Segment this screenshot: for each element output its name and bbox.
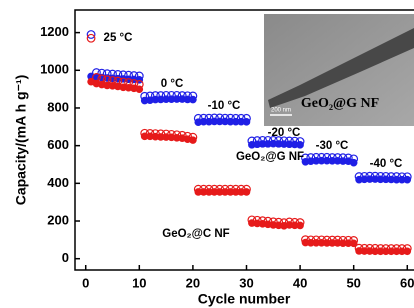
x-tick-label: 60	[400, 275, 414, 290]
chart: 200 nm GeO₂@G NF Capacity/(mA h g⁻¹) Cyc…	[0, 0, 414, 308]
point	[403, 176, 411, 184]
y-tick-label: 0	[62, 250, 69, 265]
point	[403, 247, 411, 255]
x-tick-label: 10	[132, 275, 146, 290]
annotation: -10 °C	[208, 100, 241, 112]
annotation: GeO₂@G NF	[236, 151, 304, 163]
annotation: -40 °C	[370, 158, 403, 170]
x-tick-label: 50	[346, 275, 360, 290]
x-tick-label: 20	[186, 275, 200, 290]
inset: 200 nm GeO₂@G NF	[264, 14, 414, 126]
x-axis-label: Cycle number	[198, 291, 291, 307]
y-tick-label: 400	[47, 175, 69, 190]
annotation: GeO₂@C NF	[162, 228, 229, 240]
point	[243, 188, 251, 196]
y-tick-label: 600	[47, 137, 69, 152]
point	[189, 96, 197, 104]
y-tick-label: 1200	[40, 24, 69, 39]
x-tick-label: 0	[82, 275, 89, 290]
point	[243, 118, 251, 126]
inset-caption: GeO₂@G NF	[301, 96, 379, 111]
annotation: 0 °C	[161, 78, 184, 90]
point	[350, 159, 358, 167]
annotation: -30 °C	[316, 140, 349, 152]
point	[296, 141, 304, 149]
point	[296, 222, 304, 230]
y-axis-label: Capacity/(mA h g⁻¹)	[13, 75, 29, 206]
point	[136, 85, 144, 93]
point	[350, 240, 358, 248]
scale-bar-label: 200 nm	[271, 108, 291, 114]
annotation: 25 °C	[104, 32, 133, 44]
y-tick-label: 1000	[40, 62, 69, 77]
x-tick-label: 40	[293, 275, 307, 290]
y-tick-label: 800	[47, 99, 69, 114]
x-tick-label: 30	[239, 275, 253, 290]
annotation: -20 °C	[268, 127, 301, 139]
y-tick-label: 200	[47, 212, 69, 227]
point	[189, 136, 197, 144]
